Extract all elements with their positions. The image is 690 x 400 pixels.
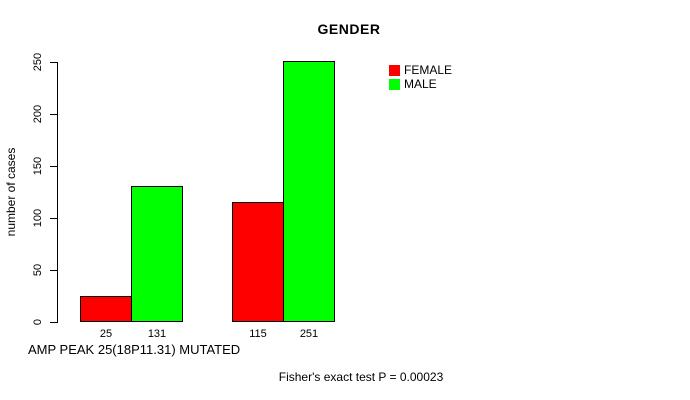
bar-value-label: 251 [299, 328, 319, 340]
y-axis-tick-label: 250 [32, 52, 44, 72]
y-axis-line [57, 62, 58, 323]
y-axis-tick [50, 270, 58, 271]
legend: FEMALE MALE [389, 63, 452, 91]
x-axis-note: AMP PEAK 25(18P11.31) MUTATED [28, 342, 241, 357]
bar-value-label: 131 [147, 328, 167, 340]
y-axis-tick-label: 150 [32, 156, 44, 176]
y-axis-tick [50, 218, 58, 219]
bar-value-label: 25 [99, 328, 113, 340]
legend-label: FEMALE [404, 63, 453, 77]
legend-item: MALE [389, 77, 452, 91]
y-axis-label: number of cases [4, 147, 18, 237]
y-axis-tick [50, 62, 58, 63]
y-axis-tick [50, 322, 58, 323]
stat-annotation: Fisher's exact test P = 0.00023 [278, 370, 444, 384]
legend-swatch-male [389, 78, 400, 90]
chart-title: GENDER [317, 21, 381, 37]
y-axis-tick [50, 114, 58, 115]
y-axis-tick-label: 100 [32, 208, 44, 228]
legend-label: MALE [404, 77, 437, 91]
legend-swatch-female [389, 64, 400, 76]
bar-female [232, 202, 284, 322]
y-axis-tick-label: 50 [32, 263, 44, 277]
bar-female [80, 296, 132, 322]
legend-item: FEMALE [389, 63, 452, 77]
bar-male [283, 61, 335, 322]
y-axis-tick-label: 0 [32, 318, 44, 326]
y-axis-tick-label: 200 [32, 104, 44, 124]
y-axis-tick [50, 166, 58, 167]
bar-value-label: 115 [249, 328, 267, 340]
bar-male [131, 186, 183, 322]
